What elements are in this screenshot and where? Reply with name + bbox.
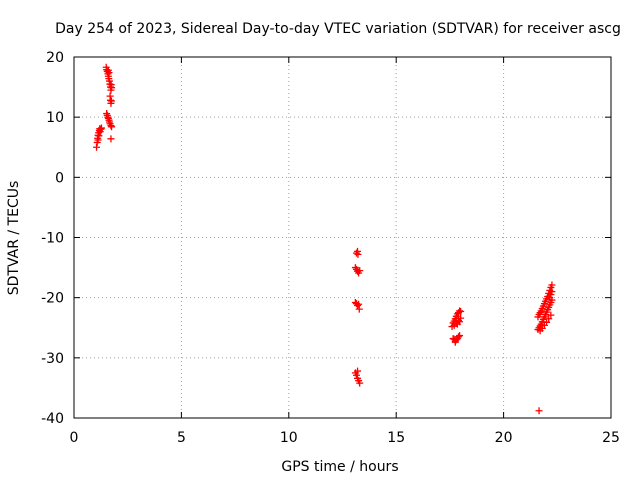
- y-tick-label: -40: [41, 411, 64, 427]
- axis-ticks: [73, 56, 612, 419]
- data-point-plus-marker: [355, 305, 363, 313]
- data-point-plus-marker: [449, 335, 457, 343]
- x-tick-label: 10: [280, 430, 298, 446]
- data-point-plus-marker: [354, 367, 362, 375]
- data-point-plus-marker: [107, 135, 115, 143]
- data-point-plus-marker: [354, 301, 362, 309]
- data-point-plus-marker: [547, 291, 555, 299]
- data-point-plus-marker: [457, 314, 465, 322]
- data-point-plus-marker: [95, 132, 103, 140]
- data-point-plus-marker: [352, 371, 360, 379]
- x-tick-label: 15: [387, 430, 405, 446]
- data-point-plus-marker: [354, 250, 362, 258]
- data-point-plus-marker: [535, 407, 543, 415]
- x-tick-label: 25: [602, 430, 620, 446]
- data-point-plus-marker: [356, 379, 364, 387]
- data-point-plus-marker: [97, 124, 105, 132]
- x-tick-label: 0: [70, 430, 79, 446]
- data-point-plus-marker: [107, 81, 115, 89]
- data-point-plus-marker: [545, 315, 553, 323]
- data-point-plus-marker: [548, 288, 556, 296]
- y-tick-label: -20: [41, 291, 64, 307]
- tick-labels: 0 5 10 15 20 25 -40 -30 -20 -10 0 10 20: [41, 50, 620, 446]
- data-point-plus-marker: [105, 69, 113, 77]
- x-tick-label: 20: [495, 430, 513, 446]
- data-point-plus-marker: [94, 136, 102, 144]
- data-point-plus-marker: [548, 281, 556, 289]
- data-point-plus-marker: [456, 332, 464, 340]
- y-tick-label: -30: [41, 351, 64, 367]
- data-points: [93, 63, 556, 415]
- grid-lines: [74, 57, 611, 418]
- data-point-plus-marker: [451, 338, 459, 346]
- data-point-plus-marker: [356, 267, 364, 275]
- y-tick-label: -10: [41, 231, 64, 247]
- data-point-plus-marker: [547, 311, 555, 319]
- y-axis-title: SDTVAR / TECUs: [6, 181, 22, 296]
- data-point-plus-marker: [546, 294, 554, 302]
- chart-title: Day 254 of 2023, Sidereal Day-to-day VTE…: [55, 21, 621, 37]
- data-point-plus-marker: [457, 308, 465, 316]
- x-axis-title: GPS time / hours: [281, 459, 398, 475]
- data-point-plus-marker: [107, 97, 115, 105]
- y-tick-label: 10: [46, 110, 64, 126]
- data-point-plus-marker: [543, 318, 551, 326]
- data-point-plus-marker: [454, 333, 462, 341]
- data-point-plus-marker: [108, 123, 116, 131]
- data-point-plus-marker: [456, 318, 464, 326]
- y-tick-label: 0: [55, 170, 64, 186]
- x-tick-label: 5: [177, 430, 186, 446]
- y-tick-label: 20: [46, 50, 64, 66]
